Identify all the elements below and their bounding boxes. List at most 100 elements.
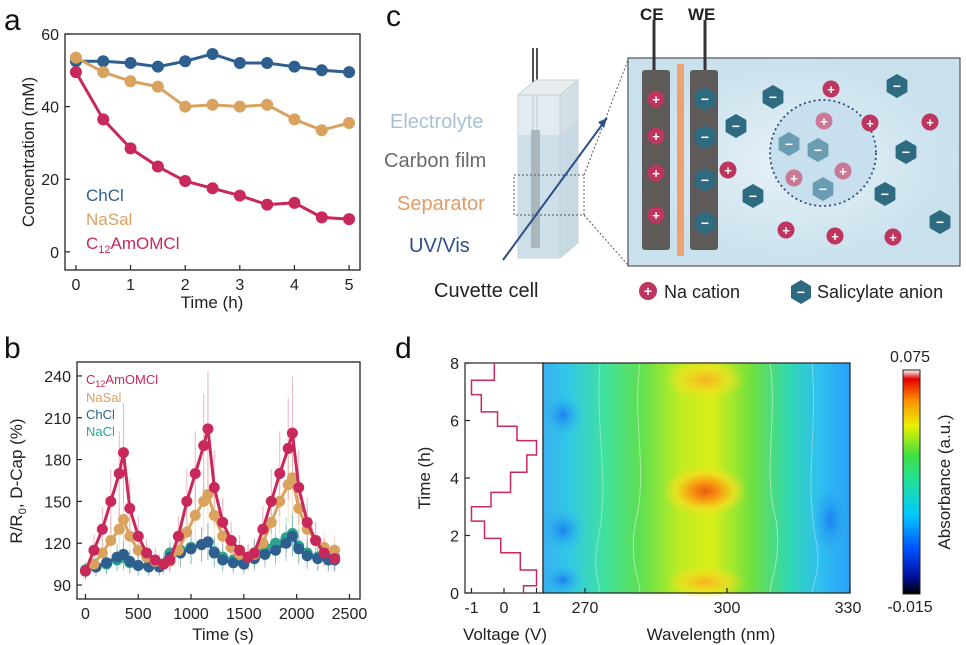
na-cation-plus: + [790, 171, 798, 186]
contour-line-2 [769, 362, 779, 594]
salicylate-anion-icon [807, 138, 829, 162]
data-point-c12-b [198, 440, 210, 452]
data-point-chcl-a [233, 57, 246, 70]
na-cation-icon [822, 80, 840, 98]
salicylate-anion-minus: − [785, 136, 793, 152]
data-point-nasal-b [217, 530, 229, 542]
salicylate-anion-icon [791, 280, 811, 304]
data-point-nasal-b [208, 509, 220, 521]
panel-b: b 0 500 1000 1500 2000 250090120150180210240 … [4, 332, 367, 644]
data-point-c12-b [132, 530, 144, 542]
data-point-chcl-b [259, 548, 271, 560]
y-axis-label-b: R/R0, D-Cap (%) [7, 418, 29, 543]
x-axis-label-d: Wavelength (nm) [647, 625, 776, 644]
y-tick-label-b: 90 [53, 578, 71, 595]
counter-electrode [642, 70, 670, 250]
data-point-c12-b [208, 481, 220, 493]
data-point-nasal-b [293, 502, 305, 514]
data-point-chcl-b [270, 544, 282, 556]
legend-c12-prefix: C [86, 234, 98, 253]
data-point-chcl-b [101, 557, 113, 569]
plot-frame-b [76, 361, 361, 600]
data-point-c12-b [149, 554, 161, 566]
na-cation-plus: + [839, 164, 847, 179]
na-cation-icon [647, 90, 665, 108]
data-point-chcl-b [286, 530, 298, 542]
heatmap-blue-spot-2 [543, 393, 583, 437]
na-cation-icon [719, 161, 737, 179]
data-point-chcl-b [185, 543, 197, 555]
salicylate-anion-icon [778, 132, 800, 156]
salicylate-anion-minus: − [881, 186, 889, 202]
data-point-chcl-b [301, 550, 313, 562]
data-point-c12-b [124, 502, 136, 514]
heatmap-hotspot-bottom [665, 566, 745, 598]
salicylate-anion-minus: − [701, 91, 709, 107]
data-point-chcl-a [124, 57, 137, 70]
legend-c12-sub: 12 [98, 244, 110, 256]
na-cation-plus: + [652, 208, 660, 223]
data-point-nasal-b [124, 530, 136, 542]
na-cation-icon [834, 162, 852, 180]
colorbar-label: Absorbance (a.u.) [935, 414, 954, 549]
contour-line-4 [810, 362, 819, 594]
y-tick-label-b: 210 [44, 411, 71, 428]
colorbar [902, 369, 921, 595]
data-point-c12-b [164, 554, 176, 566]
x-tick-label-a: 1 [126, 277, 135, 294]
data-point-c12-a [261, 198, 274, 211]
y-tick-label-d: 2 [450, 529, 459, 546]
data-point-nasal-a [179, 100, 192, 113]
data-point-c12-b [181, 495, 193, 507]
data-point-c12-a [124, 142, 137, 155]
data-point-nasal-a [69, 51, 82, 64]
data-point-c12-a [343, 213, 356, 226]
data-point-c12-a [179, 175, 192, 188]
na-cation-plus: + [866, 116, 874, 131]
data-point-c12-b [293, 481, 305, 493]
data-point-c12-b [141, 547, 153, 559]
salicylate-anion-minus: − [749, 188, 757, 204]
data-point-nasal-b [96, 547, 108, 559]
y-tick-label-b: 240 [44, 369, 71, 386]
colorbar-min-label: -0.015 [887, 599, 932, 616]
uv-beam [502, 117, 608, 261]
data-point-chcl-a [261, 57, 274, 70]
cuvette-cell-illustration [502, 48, 629, 266]
label-ce: CE [640, 5, 664, 24]
data-point-nasal-a [151, 80, 164, 93]
data-point-nasal-b [117, 514, 129, 526]
na-cation-plus: + [724, 163, 732, 178]
data-point-c12-b [202, 423, 214, 435]
data-point-chcl-a [179, 55, 192, 68]
na-cation-plus: + [782, 223, 790, 238]
ion-legend: + Na cation − Salicylate anion [639, 280, 943, 304]
x-tick-label-a: 3 [235, 277, 244, 294]
y-tick-label-a: 40 [41, 100, 59, 117]
data-point-c12-a [69, 66, 82, 79]
data-point-chcl-b [132, 560, 144, 572]
na-cation-icon [921, 113, 939, 131]
data-point-c12-b [286, 427, 298, 439]
y-tick-label-d: 0 [450, 586, 459, 603]
label-uvvis: UV/Vis [409, 235, 470, 257]
x-tick-label-b: 1000 [173, 606, 209, 623]
salicylate-anion-icon [694, 211, 716, 235]
data-point-nasal-b [265, 516, 277, 528]
data-point-c12-a [206, 182, 219, 195]
data-point-c12-b [189, 468, 201, 480]
data-point-chcl-a [288, 60, 301, 73]
y-tick-label-a: 60 [41, 27, 59, 44]
data-point-nasal-b [181, 526, 193, 538]
x-tick-label-d: 300 [714, 600, 741, 617]
data-point-nasal-b [286, 472, 298, 484]
axis-ticks-b: 0 500 1000 1500 2000 2500 90 120 150 180 210 240 [44, 369, 367, 623]
na-cation-icon [647, 206, 665, 224]
salicylate-anion-icon [812, 177, 834, 201]
data-point-nasal-b [189, 509, 201, 521]
y-tick-label-d: 6 [450, 414, 459, 431]
y-tick-label-a: 20 [41, 172, 59, 189]
x-tick-label-a: 2 [181, 277, 190, 294]
data-point-nasal-b [132, 544, 144, 556]
na-cation-icon [815, 112, 833, 130]
